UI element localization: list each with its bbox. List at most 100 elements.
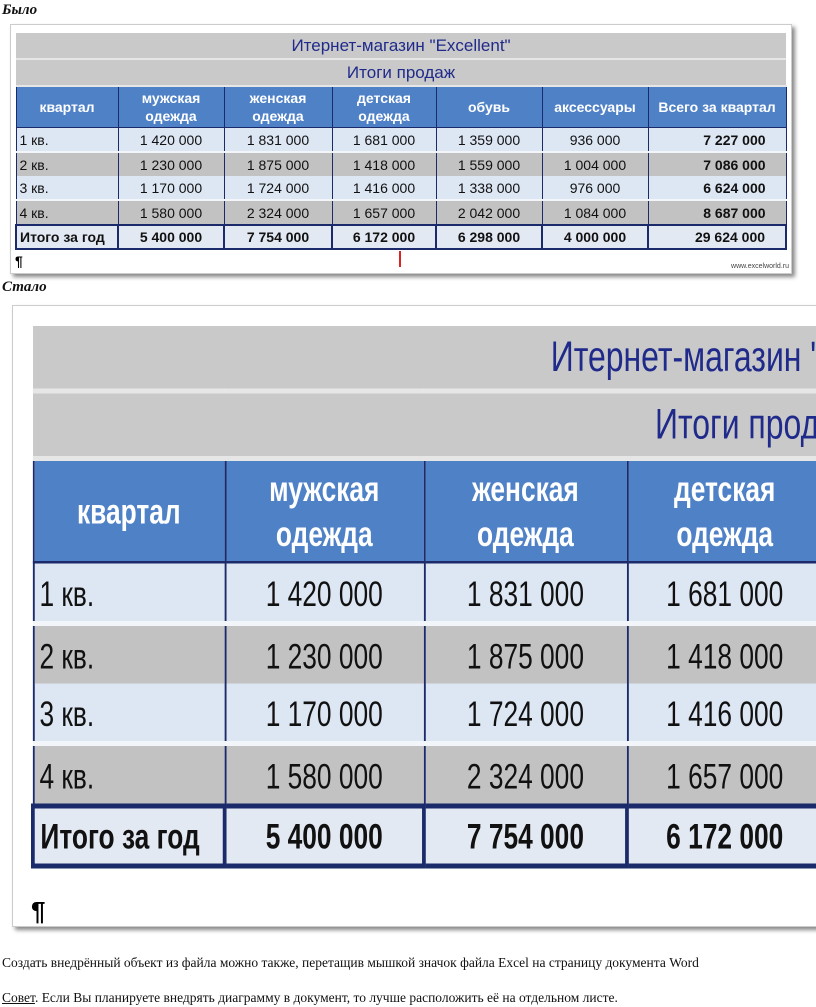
table-cell: 1 359 000 <box>435 127 543 153</box>
total-cell: 29 624 000 <box>646 224 788 250</box>
subtitle-row: Итоги продаж <box>16 59 787 87</box>
table-cell: 1 416 000 <box>331 176 437 201</box>
table-cell: 1 724 000 <box>422 683 628 746</box>
subtitle-row: Итоги продаж <box>32 391 816 461</box>
total-cell: 5 400 000 <box>222 803 426 869</box>
paragraph-2: Совет. Если Вы планируете внедрять диагр… <box>2 990 618 1006</box>
table-cell: 2 042 000 <box>435 200 543 225</box>
column-header: женская одежда <box>223 85 333 128</box>
column-header: аксессуары <box>541 85 649 128</box>
table-cell: 4 кв. <box>15 200 119 225</box>
table-title: Итернет-магазин "Excellent" <box>32 326 816 394</box>
table-title: Итернет-магазин "Excellent" <box>16 33 787 60</box>
table-cell: 1 416 000 <box>626 683 816 746</box>
total-cell: 7 754 000 <box>422 803 629 869</box>
table-cell: 6 624 000 <box>647 176 787 201</box>
pilcrow-mark: ¶ <box>31 896 46 926</box>
total-cell: 5 400 000 <box>117 224 225 250</box>
table-cell: 2 кв. <box>31 623 226 684</box>
table-cell: 1 338 000 <box>435 176 543 201</box>
table-cell: 1 170 000 <box>223 683 425 746</box>
table-cell: 7 227 000 <box>647 127 787 153</box>
table-cell: 1 681 000 <box>626 562 816 626</box>
table-cell: 1 724 000 <box>223 176 333 201</box>
table-cell: 1 004 000 <box>541 152 649 176</box>
after-embedded-object[interactable]: Итернет-магазин "Excellent"Итоги продажк… <box>12 305 816 927</box>
column-header: детская одежда <box>331 85 437 128</box>
pilcrow-mark: ¶ <box>15 253 23 269</box>
table-cell: 1 420 000 <box>223 562 425 626</box>
tip-link[interactable]: Совет <box>2 990 35 1005</box>
table-cell: 1 681 000 <box>331 127 437 153</box>
title-row: Итернет-магазин "Excellent" <box>32 326 816 394</box>
title-row: Итернет-магазин "Excellent" <box>16 33 787 60</box>
table-cell: 1 559 000 <box>435 152 543 176</box>
table-cell: 1 кв. <box>31 562 226 626</box>
total-cell: 7 754 000 <box>223 224 333 250</box>
table-cell: 3 кв. <box>15 176 119 201</box>
table-cell: 8 687 000 <box>647 200 787 225</box>
total-cell: Итого за год <box>15 224 119 250</box>
before-embedded-object[interactable]: Итернет-магазин "Excellent" Итоги продаж к… <box>10 24 792 274</box>
table-cell: 1 420 000 <box>117 127 225 153</box>
table-cell: 1 170 000 <box>117 176 225 201</box>
table-cell: 1 418 000 <box>626 623 816 684</box>
table-subtitle: Итоги продаж <box>32 391 816 461</box>
column-header: квартал <box>31 457 226 564</box>
total-cell: 6 172 000 <box>331 224 437 250</box>
table-cell: 1 657 000 <box>626 743 816 806</box>
table-cell: 1 кв. <box>15 127 119 153</box>
sales-table-after: Итернет-магазин "Excellent"Итоги продажк… <box>30 326 816 869</box>
column-header: мужская одежда <box>223 457 425 564</box>
table-cell: 1 418 000 <box>331 152 437 176</box>
table-cell: 1 580 000 <box>117 200 225 225</box>
sales-table-before: Итернет-магазин "Excellent" Итоги продаж к… <box>15 33 788 250</box>
paragraph-1: Создать внедрённый объект из файла можно… <box>2 955 699 970</box>
total-cell: 6 172 000 <box>625 803 816 869</box>
header-row: квартал мужская одежда женская одежда детск… <box>31 457 816 564</box>
table-subtitle: Итоги продаж <box>16 59 787 87</box>
table-cell: 2 324 000 <box>223 200 333 225</box>
table-cell: 976 000 <box>541 176 649 201</box>
column-header: Всего за квартал <box>647 85 787 128</box>
table-cell: 3 кв. <box>31 683 226 746</box>
table-cell: 1 657 000 <box>331 200 437 225</box>
column-header: обувь <box>435 85 543 128</box>
table-cell: 1 831 000 <box>223 127 333 153</box>
paragraph-2-text: . Если Вы планируете внедрять диаграмму … <box>34 990 618 1005</box>
total-cell: 6 298 000 <box>435 224 543 250</box>
table-cell: 7 086 000 <box>647 152 787 176</box>
after-label: Стало <box>2 279 47 295</box>
table-cell: 4 кв. <box>31 743 226 806</box>
column-header: детская одежда <box>626 457 816 564</box>
table-cell: 1 084 000 <box>541 200 649 225</box>
column-header: мужская одежда <box>117 85 225 128</box>
total-cell: Итого за год <box>30 803 227 869</box>
table-cell: 2 324 000 <box>422 743 628 806</box>
watermark: www.excelworld.ru <box>731 263 789 270</box>
total-cell: 4 000 000 <box>541 224 649 250</box>
table-cell: 1 831 000 <box>422 562 628 626</box>
table-cell: 1 875 000 <box>422 623 628 684</box>
table-cell: 1 230 000 <box>223 623 425 684</box>
arrow-down-icon <box>399 251 401 267</box>
table-cell: 1 875 000 <box>223 152 333 176</box>
before-label: Было <box>2 2 38 18</box>
table-cell: 1 580 000 <box>223 743 425 806</box>
header-row: квартал мужская одежда женская одежда детск… <box>15 85 787 128</box>
table-cell: 2 кв. <box>15 152 119 176</box>
table-cell: 936 000 <box>541 127 649 153</box>
column-header: квартал <box>15 85 119 128</box>
column-header: женская одежда <box>422 457 628 564</box>
table-cell: 1 230 000 <box>117 152 225 176</box>
